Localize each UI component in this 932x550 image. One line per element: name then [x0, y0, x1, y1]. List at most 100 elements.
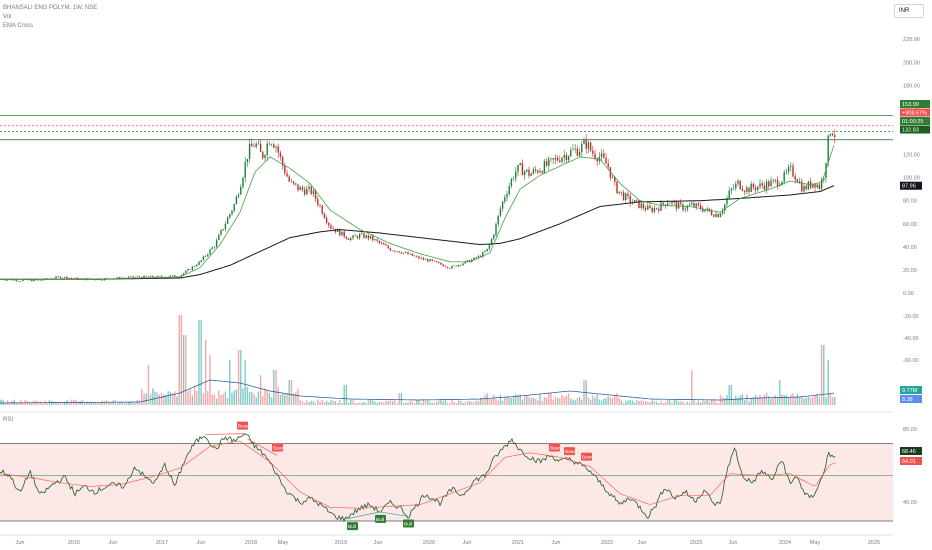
ema-legend: EMA Cross — [3, 23, 34, 29]
candle — [317, 198, 319, 206]
bear-signal-badge — [549, 443, 560, 452]
candle — [297, 184, 299, 191]
candle — [352, 235, 354, 239]
candle — [398, 251, 400, 253]
volume-bar — [248, 392, 251, 405]
time-axis-label: Jun — [463, 540, 472, 546]
volume-bar — [328, 402, 330, 405]
candle — [636, 200, 638, 201]
volume-bar — [341, 403, 343, 405]
candle — [732, 188, 735, 189]
candle — [695, 203, 697, 207]
candle — [387, 245, 389, 249]
rsi-tick-label: 80.00 — [903, 427, 917, 433]
candle — [611, 177, 614, 178]
volume-bar — [697, 400, 700, 405]
volume-bar — [462, 402, 464, 405]
volume-bar — [556, 398, 559, 405]
volume-bar — [286, 393, 288, 405]
candle — [816, 184, 818, 188]
volume-bar — [477, 400, 480, 405]
candle — [625, 193, 627, 201]
candle — [328, 222, 330, 226]
candle — [402, 252, 405, 254]
volume-bar — [519, 394, 521, 405]
volume-bar — [105, 400, 108, 405]
volume-bar — [671, 403, 673, 405]
candle — [385, 244, 387, 246]
candle — [94, 279, 97, 281]
volume-bar — [108, 402, 110, 405]
candle — [726, 198, 728, 205]
candle — [644, 208, 647, 210]
volume-bar — [761, 397, 763, 405]
candle — [576, 148, 579, 156]
volume-bar — [233, 390, 235, 405]
volume-bar — [244, 360, 246, 405]
volume-bar — [748, 401, 750, 405]
volume-bar — [647, 401, 649, 405]
candle — [229, 214, 231, 218]
volume-bar — [779, 380, 781, 405]
volume-bar — [574, 400, 576, 405]
candle — [306, 188, 308, 195]
volume-bar — [101, 400, 103, 405]
candle — [724, 204, 726, 211]
volume-bar — [178, 315, 180, 405]
candle — [145, 275, 147, 277]
candle — [834, 135, 836, 137]
volume-bar — [600, 400, 603, 405]
volume-bar — [473, 402, 475, 405]
candle — [405, 252, 407, 253]
candle — [330, 225, 332, 229]
volume-bar — [79, 400, 81, 405]
volume-bar — [666, 399, 669, 405]
volume-bar — [61, 403, 64, 405]
divergence-line — [247, 438, 278, 456]
candle — [768, 181, 770, 187]
candle — [737, 180, 739, 184]
candle — [246, 158, 249, 163]
volume-bar — [400, 393, 403, 405]
price-tick-label: 220.00 — [903, 37, 920, 43]
candle — [218, 234, 220, 241]
volume-bar — [308, 402, 310, 405]
volume-bar — [620, 400, 623, 405]
candle — [169, 275, 172, 277]
candle — [257, 143, 260, 145]
volume-bar — [189, 389, 191, 405]
volume-bar — [339, 400, 341, 405]
volume-bar — [578, 396, 581, 405]
volume-bar — [160, 392, 163, 405]
volume-bar — [145, 393, 147, 405]
time-axis-label: 2018 — [245, 540, 257, 546]
candle — [794, 176, 796, 180]
candle — [259, 143, 262, 152]
candle — [763, 185, 766, 190]
volume-bar — [429, 401, 431, 405]
bear-signal-badge — [272, 443, 283, 452]
volume-bar — [530, 397, 532, 405]
candle — [572, 149, 574, 151]
candle — [279, 152, 282, 157]
volume-bar — [55, 402, 57, 405]
volume-bar — [196, 390, 198, 405]
candle — [545, 161, 548, 166]
volume-bar — [675, 400, 678, 405]
volume-bar — [121, 402, 123, 405]
price-tick-label: 40.00 — [903, 245, 917, 251]
volume-bar — [347, 402, 350, 405]
volume-bar — [587, 397, 590, 405]
candle — [662, 202, 664, 205]
volume-bar — [655, 401, 658, 405]
volume-bar — [264, 388, 266, 405]
candle — [376, 239, 378, 241]
candle — [4, 279, 7, 281]
candle — [728, 190, 730, 199]
volume-bar — [367, 399, 370, 405]
volume-bar — [829, 393, 832, 405]
candle — [706, 208, 708, 211]
currency-selector[interactable]: INR — [894, 4, 924, 18]
candle — [468, 260, 471, 263]
